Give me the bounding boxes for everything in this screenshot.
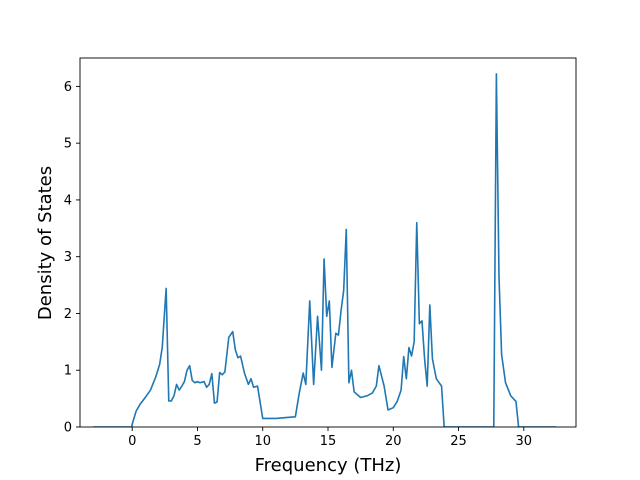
- y-tick-label: 0: [64, 421, 72, 436]
- x-tick-label: 0: [128, 434, 136, 449]
- x-tick-label: 5: [193, 434, 201, 449]
- y-tick-label: 4: [64, 193, 72, 208]
- dos-line-0: [93, 73, 557, 427]
- x-axis-ticks: 0 5 10 15 20 25 30: [128, 427, 532, 449]
- plot-frame: [79, 57, 577, 428]
- x-tick-label: 15: [320, 434, 337, 449]
- plot-area: [79, 57, 577, 428]
- x-axis-label: Frequency (THz): [255, 455, 402, 476]
- x-tick-label: 25: [450, 434, 467, 449]
- y-axis-label: Density of States: [35, 166, 56, 320]
- y-tick-label: 6: [64, 80, 72, 95]
- y-tick-label: 5: [64, 137, 72, 152]
- x-tick-label: 10: [254, 434, 271, 449]
- y-tick-label: 2: [64, 307, 72, 322]
- y-tick-label: 1: [64, 364, 72, 379]
- y-axis-ticks: 0 1 2 3 4 5 6: [64, 80, 80, 436]
- x-tick-label: 20: [385, 434, 402, 449]
- y-tick-label: 3: [64, 250, 72, 265]
- x-tick-label: 30: [516, 434, 533, 449]
